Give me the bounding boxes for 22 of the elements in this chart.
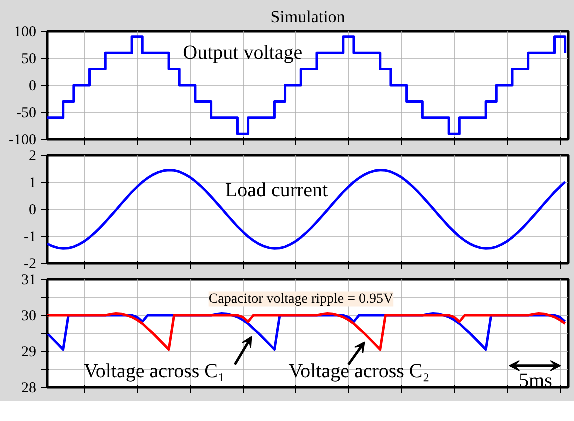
series-label: Voltage across C₂ <box>288 360 430 382</box>
y-tick-label: 30 <box>22 308 36 324</box>
y-tick-label: -50 <box>16 106 37 122</box>
y-tick-label: -1 <box>24 230 37 246</box>
line-series <box>48 169 567 250</box>
y-tick-label: 29 <box>22 344 36 360</box>
line-series <box>48 312 567 351</box>
series-label: Voltage across C₁ <box>84 360 225 382</box>
y-tick-label: 0 <box>29 202 36 218</box>
y-tick-label: 28 <box>22 380 36 396</box>
y-tick-label: -2 <box>24 256 37 272</box>
y-tick-label: 31 <box>22 272 36 288</box>
series-label: Output voltage <box>183 42 303 64</box>
y-tick-label: 50 <box>22 52 36 68</box>
y-tick-label: 2 <box>29 148 36 164</box>
y-tick-label: -100 <box>9 132 37 148</box>
series-label: Load current <box>225 180 329 202</box>
chart-title: Simulation <box>270 8 346 26</box>
y-tick-label: 0 <box>29 78 36 94</box>
y-tick-label: 100 <box>14 24 36 40</box>
annotation: Capacitor voltage ripple = 0.95V <box>208 292 394 307</box>
y-tick-label: 1 <box>29 176 36 192</box>
